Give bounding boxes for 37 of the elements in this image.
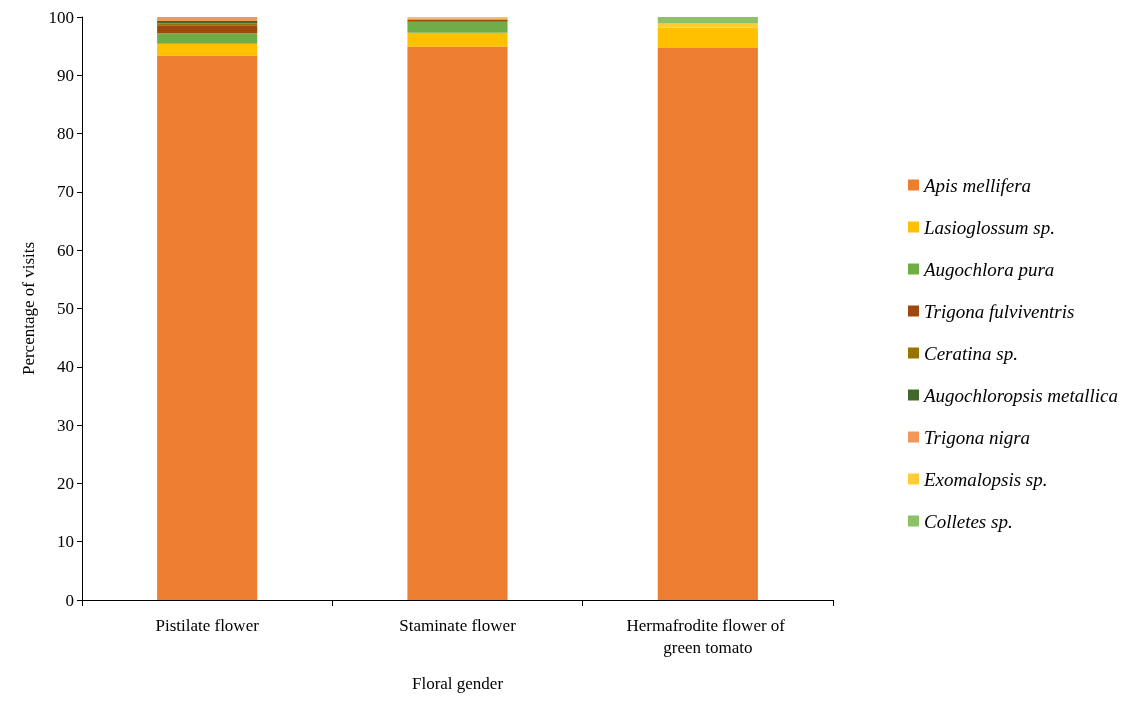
bar xyxy=(157,25,258,34)
bar xyxy=(157,55,258,600)
legend-label: Lasioglossum sp. xyxy=(922,216,1055,238)
y-tick-label: 0 xyxy=(65,590,74,610)
bar xyxy=(407,21,508,33)
y-tick-label: 70 xyxy=(57,182,74,202)
legend-label: Augochloropsis metallica xyxy=(921,384,1118,406)
x-tick-label: Hermafrodite flower of green tomato xyxy=(626,615,790,657)
x-axis-title: Floral gender xyxy=(411,674,504,693)
y-axis-title: Percentage of visits xyxy=(19,241,38,376)
bar xyxy=(657,27,758,48)
bar xyxy=(157,43,258,56)
bar xyxy=(657,17,758,24)
legend-label: Apis mellifera xyxy=(921,174,1032,196)
legend-label: Augochlora pura xyxy=(921,258,1055,280)
legend-label: Ceratina sp. xyxy=(923,342,1018,364)
legend-label: Colletes sp. xyxy=(923,510,1013,532)
bar xyxy=(657,47,758,600)
y-tick-label: 50 xyxy=(57,299,74,318)
bar xyxy=(407,46,508,600)
bar xyxy=(657,23,758,28)
y-tick-label: 100 xyxy=(48,7,74,27)
y-tick-label: 30 xyxy=(57,415,74,435)
y-tick-label: 10 xyxy=(57,532,74,552)
y-tick-label: 20 xyxy=(57,473,74,493)
bar xyxy=(157,17,258,22)
y-tick-label: 90 xyxy=(57,65,74,85)
bar xyxy=(407,32,508,47)
legend-label: Exomalopsis sp. xyxy=(922,468,1048,490)
y-tick-label: 80 xyxy=(57,124,74,144)
x-tick-label: Staminate flower xyxy=(399,615,517,635)
x-tick-label: Pistilate flower xyxy=(155,615,260,635)
legend-label: Trigona fulviventris xyxy=(923,300,1075,322)
legend-label: Trigona nigra xyxy=(923,426,1031,448)
y-tick-label: 40 xyxy=(57,357,74,377)
y-tick-label: 60 xyxy=(57,240,74,260)
bar xyxy=(157,33,258,44)
